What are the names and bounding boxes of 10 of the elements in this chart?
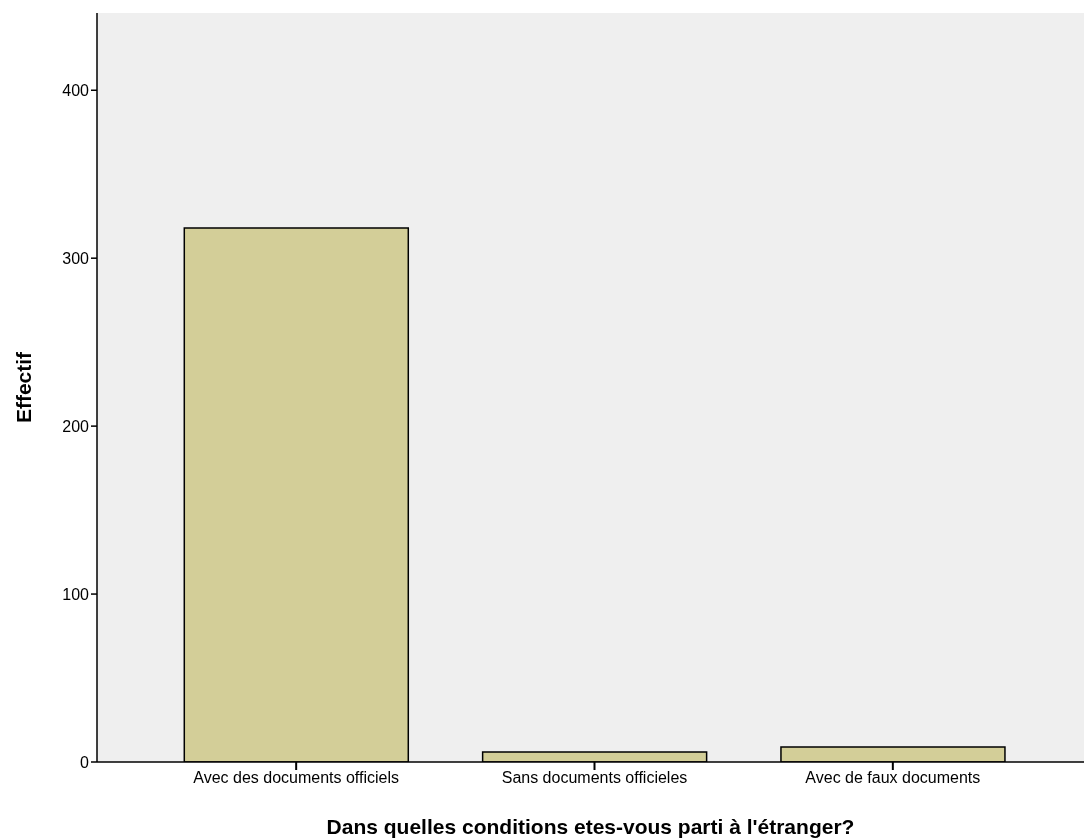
x-tick-label: Sans documents officieles [501, 769, 688, 787]
y-tick-label: 200 [62, 417, 90, 435]
y-tick-label: 300 [62, 249, 90, 267]
y-axis-title: Effectif [12, 350, 36, 424]
y-tick-label: 100 [62, 585, 90, 603]
y-tick-label: 0 [80, 753, 90, 771]
x-tick-label: Avec de faux documents [805, 769, 981, 787]
x-axis-title: Dans quelles conditions etes-vous parti à l'étranger? [326, 815, 855, 838]
y-tick-label: 400 [62, 81, 90, 99]
x-tick-label: Avec des documents officiels [193, 769, 400, 787]
